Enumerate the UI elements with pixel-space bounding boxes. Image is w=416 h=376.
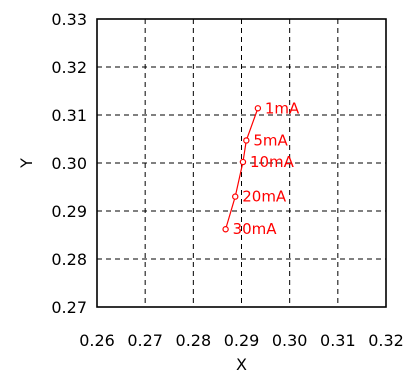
data-point-label: 20mA — [242, 188, 287, 206]
series-layer: 1mA 5mA 10mA 20mA 30mA — [222, 99, 300, 238]
y-tick-label: 0.31 — [51, 106, 87, 125]
y-tick-label: 0.30 — [51, 154, 87, 173]
y-tick-label: 0.29 — [51, 202, 87, 221]
data-point — [232, 193, 239, 200]
data-point-label: 30mA — [233, 220, 278, 238]
x-tick-label: 0.27 — [127, 331, 163, 350]
data-point — [243, 137, 250, 144]
x-axis-label: X — [236, 355, 247, 374]
x-tick-label: 0.31 — [320, 331, 356, 350]
data-point-label: 5mA — [253, 131, 288, 149]
y-tick-label: 0.27 — [51, 298, 87, 317]
x-tick-labels: 0.26 0.27 0.28 0.29 0.30 0.31 0.32 — [79, 331, 404, 350]
x-tick-label: 0.32 — [368, 331, 404, 350]
y-tick-label: 0.32 — [51, 58, 87, 77]
data-point — [239, 158, 247, 166]
y-axis-label: Y — [17, 158, 36, 169]
data-point-label: 1mA — [265, 99, 300, 117]
x-tick-label: 0.26 — [79, 331, 115, 350]
data-point — [254, 105, 262, 112]
y-tick-label: 0.33 — [51, 10, 87, 29]
x-tick-label: 0.30 — [272, 331, 308, 350]
plot-frame — [96, 18, 387, 308]
y-tick-labels: 0.27 0.28 0.29 0.30 0.31 0.32 0.33 — [51, 10, 87, 317]
x-tick-label: 0.29 — [224, 331, 260, 350]
data-point — [222, 226, 229, 233]
x-tick-label: 0.28 — [176, 331, 212, 350]
y-tick-label: 0.28 — [51, 250, 87, 269]
data-point-label: 10mA — [250, 153, 295, 171]
